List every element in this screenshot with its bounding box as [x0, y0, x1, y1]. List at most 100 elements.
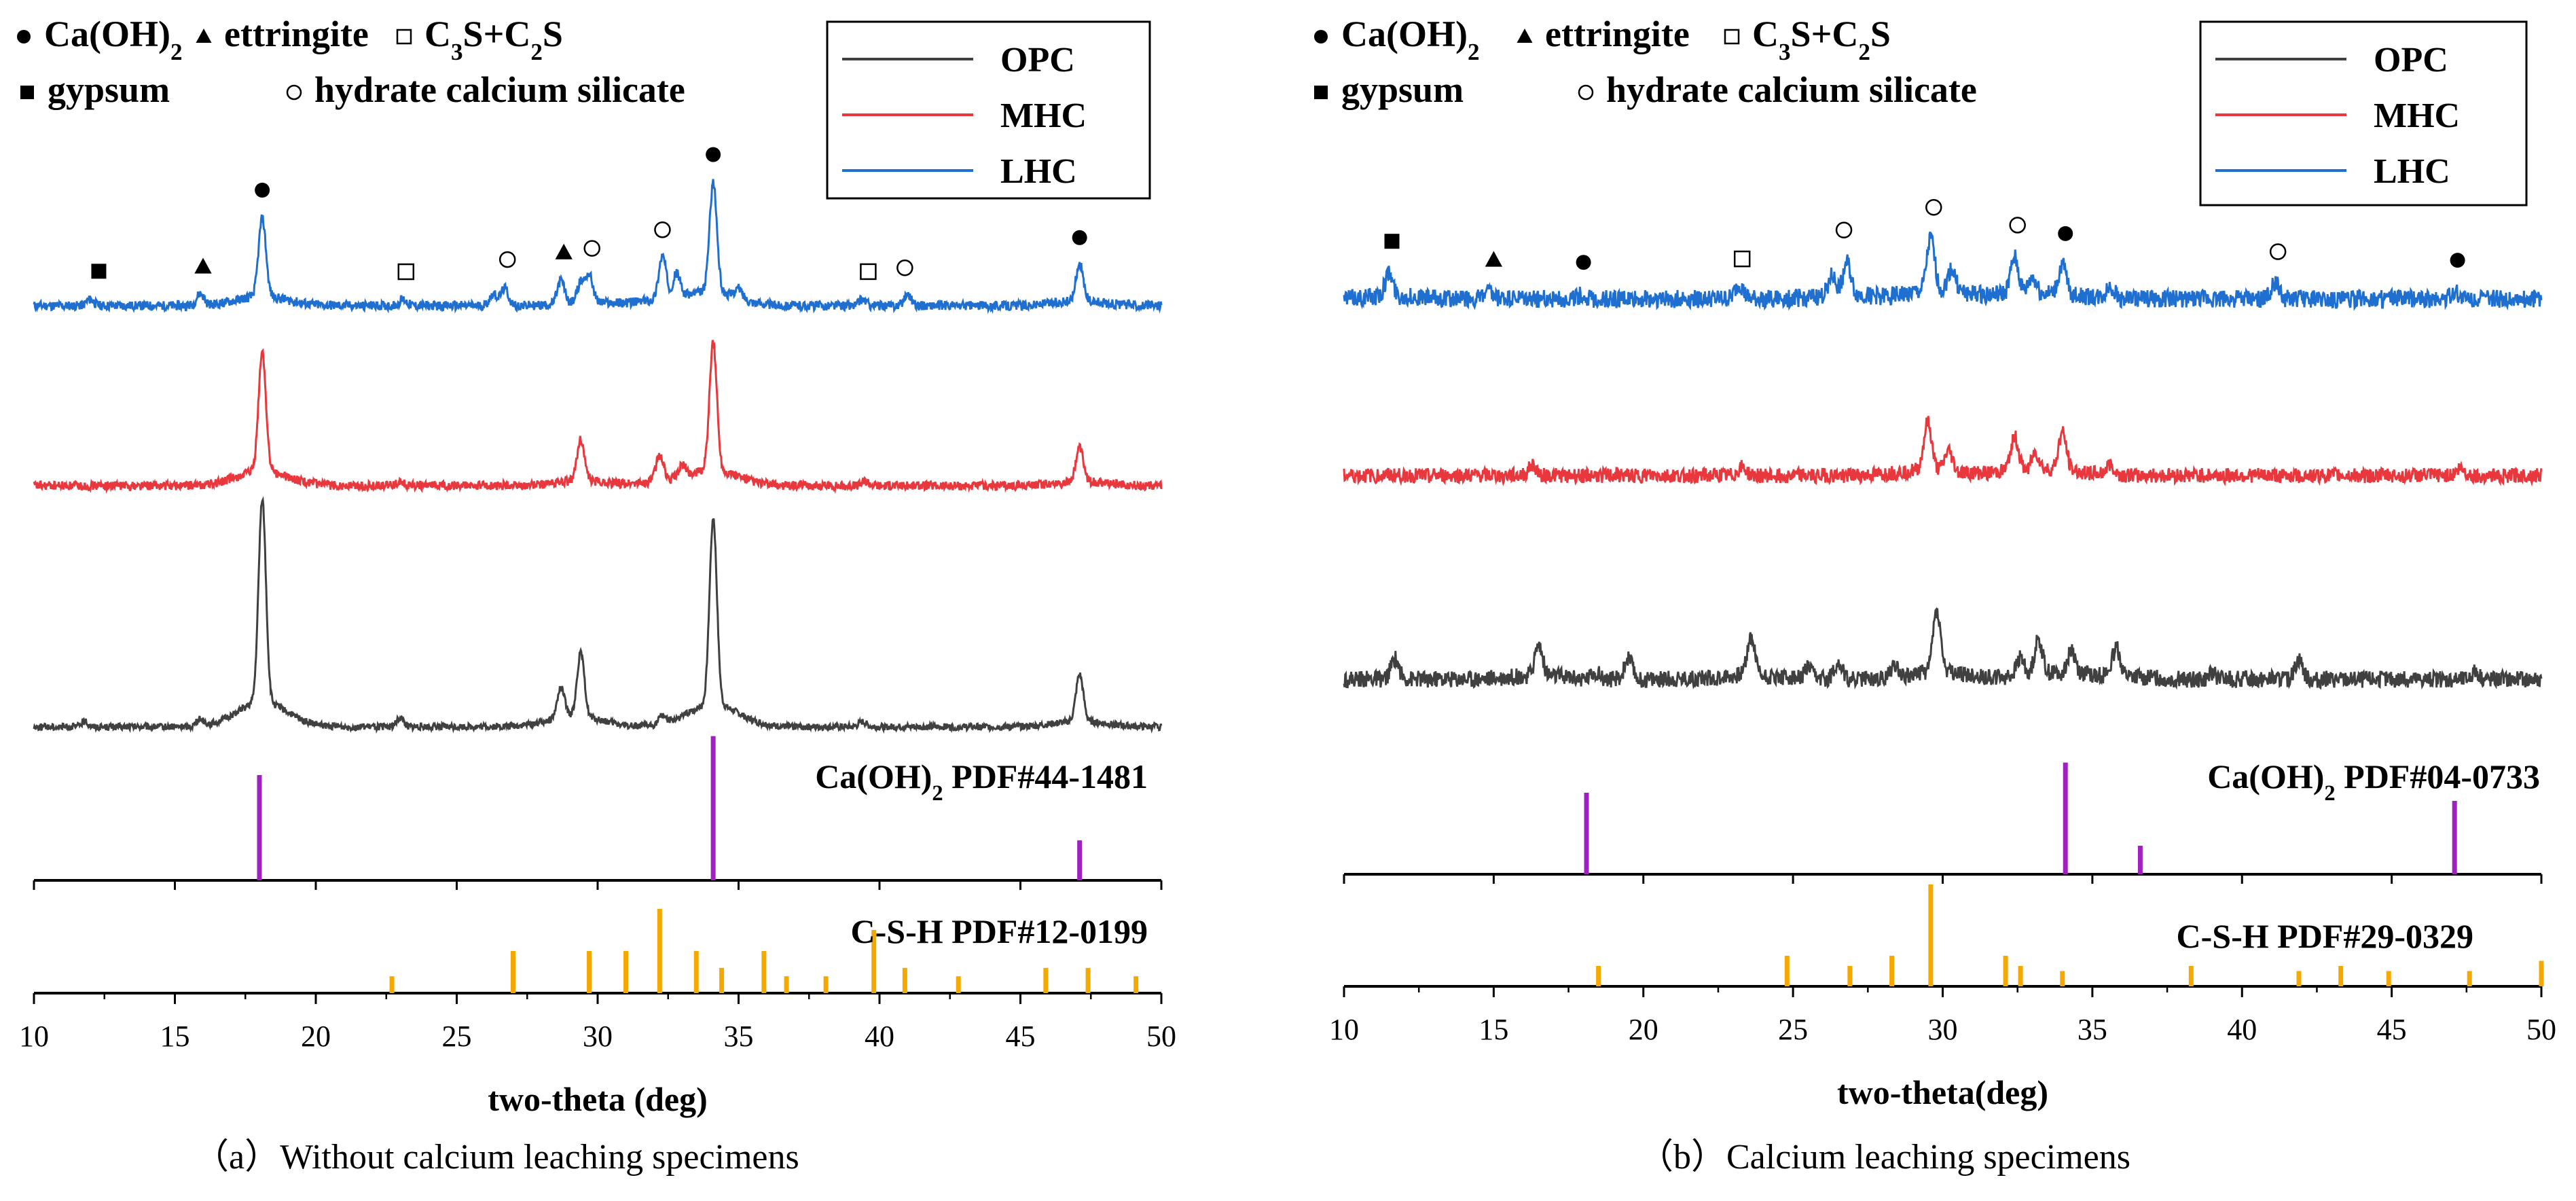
- a-cah-ref-label-part-2: PDF#44-1481: [943, 757, 1148, 795]
- figure-a-caption: （a）Without calcium leaching specimens: [194, 1138, 799, 1177]
- b-csh-ref-line-3: [1889, 956, 1895, 986]
- b-x-tick-label-45: 45: [2377, 1013, 2407, 1046]
- a-csh-ref-line-4: [657, 909, 662, 993]
- b-x-tick-label-25: 25: [1778, 1013, 1808, 1046]
- a-x-tick-label-40: 40: [865, 1020, 894, 1053]
- b-phase-legend-symbol-open-circle: [1578, 84, 1594, 101]
- b-phase-marker-8-open-circle: [2269, 243, 2287, 260]
- a-x-axis-label: two-theta (deg): [488, 1080, 708, 1118]
- a-phase-marker-1-filled-triangle: [194, 257, 212, 274]
- a-csh-ref-line-15: [1133, 976, 1139, 993]
- b-x-tick-label-20: 20: [1629, 1013, 1658, 1046]
- a-phase-marker-9-open-square: [860, 263, 877, 281]
- a-phase-legend-label-2-part-0: C: [424, 14, 451, 54]
- b-csh-ref-line-11: [2386, 971, 2391, 986]
- b-csh-ref-line-6: [2018, 966, 2023, 986]
- b-x-axis-label: two-theta(deg): [1837, 1073, 2048, 1111]
- a-csh-ref-line-5: [693, 951, 699, 993]
- a-phase-legend-symbol-filled-triangle: [196, 29, 212, 43]
- b-legend-label-lhc: LHC: [2374, 152, 2450, 191]
- a-legend-label-mhc: MHC: [1000, 96, 1087, 135]
- a-x-tick-label-10: 10: [19, 1020, 49, 1053]
- b-phase-legend-label-0-part-1: 2: [1468, 39, 1480, 65]
- a-phase-legend-label-0-part-1: 2: [170, 39, 183, 65]
- a-phase-legend-label-2: C3S+C2S: [424, 14, 563, 65]
- a-cah-ref-line-0: [257, 775, 262, 880]
- b-phase-marker-2-filled-circle: [1576, 255, 1591, 270]
- figure-b-caption: （b）Calcium leaching specimens: [1638, 1138, 2130, 1177]
- b-phase-legend-label-2-part-4: S: [1870, 14, 1891, 54]
- a-csh-ref-line-12: [956, 976, 961, 993]
- a-phase-legend-label-2-part-2: S+C: [463, 14, 531, 54]
- b-csh-ref-line-7: [2060, 971, 2065, 986]
- b-phase-legend-label-2-part-1: 3: [1779, 39, 1791, 65]
- a-phase-legend-label-2-part-1: 3: [451, 39, 463, 65]
- b-phase-legend-label-2-part-2: S+C: [1791, 14, 1859, 54]
- b-phase-legend-symbol-filled-triangle: [1517, 29, 1533, 43]
- a-phase-legend-label-3-part-0: gypsum: [48, 69, 170, 110]
- b-phase-marker-5-open-circle: [1925, 199, 1942, 216]
- a-phase-legend-label-4: hydrate calcium silicate: [314, 69, 685, 110]
- a-phase-legend-symbol-open-square: [396, 29, 412, 45]
- a-cah-ref-label-part-1: 2: [932, 781, 943, 806]
- b-x-tick-label-15: 15: [1479, 1013, 1508, 1046]
- b-phase-marker-0-filled-square: [1384, 234, 1400, 249]
- a-cah-ref-line-1: [710, 736, 716, 880]
- b-phase-legend-symbol-open-square: [1724, 29, 1740, 45]
- b-cah-ref-line-3: [2452, 801, 2457, 874]
- b-x-tick-label-30: 30: [1928, 1013, 1958, 1046]
- a-phase-marker-11-filled-circle: [1072, 230, 1087, 245]
- b-phase-legend-label-1: ettringite: [1545, 14, 1690, 54]
- a-phase-marker-6-open-circle: [583, 240, 600, 257]
- b-phase-marker-1-filled-triangle: [1485, 251, 1503, 267]
- b-phase-marker-3-open-square: [1733, 250, 1751, 268]
- a-x-tick-label-25: 25: [442, 1020, 472, 1053]
- a-phase-legend-symbol-open-circle: [286, 84, 302, 101]
- a-csh-ref-line-3: [623, 951, 628, 993]
- a-phase-marker-8-filled-circle: [706, 147, 721, 162]
- a-x-tick-label-20: 20: [301, 1020, 331, 1053]
- a-x-tick-label-50: 50: [1146, 1020, 1176, 1053]
- a-csh-ref-line-6: [719, 967, 725, 993]
- a-series-mhc-line: [33, 340, 1163, 495]
- b-series-opc-line: [1343, 607, 2543, 690]
- a-phase-legend-symbol-filled-circle: [17, 30, 31, 43]
- a-phase-marker-5-filled-triangle: [555, 243, 573, 259]
- a-series-opc-line: [33, 496, 1163, 734]
- b-phase-marker-6-open-circle: [2009, 217, 2026, 234]
- a-phase-legend-label-4-part-0: hydrate calcium silicate: [314, 69, 685, 110]
- b-csh-ref-label: C-S-H PDF#29-0329: [2177, 917, 2473, 955]
- b-csh-ref-line-9: [2296, 971, 2302, 986]
- b-phase-legend-label-3-part-0: gypsum: [1341, 69, 1464, 110]
- b-phase-legend-label-2-part-0: C: [1752, 14, 1779, 54]
- a-cah-ref-label-part-0: Ca(OH): [815, 757, 932, 795]
- b-phase-legend-label-0-part-0: Ca(OH): [1341, 14, 1468, 54]
- b-phase-legend-label-4-part-0: hydrate calcium silicate: [1606, 69, 1977, 110]
- b-csh-ref-line-12: [2467, 971, 2472, 986]
- b-csh-ref-line-0: [1596, 966, 1601, 986]
- a-phase-marker-2-filled-circle: [255, 182, 270, 198]
- a-phase-legend-label-0-part-0: Ca(OH): [44, 14, 170, 54]
- b-phase-legend-label-3: gypsum: [1341, 69, 1464, 110]
- a-phase-legend-label-1-part-0: ettringite: [224, 14, 369, 54]
- a-csh-ref-line-9: [823, 976, 829, 993]
- b-cah-ref-label: Ca(OH)2 PDF#04-0733: [2207, 757, 2540, 806]
- a-phase-marker-10-open-circle: [896, 259, 913, 276]
- a-series-lhc-line: [33, 179, 1163, 315]
- b-csh-ref-line-1: [1784, 956, 1790, 986]
- a-legend-box: [826, 20, 1151, 200]
- b-phase-legend-label-4: hydrate calcium silicate: [1606, 69, 1977, 110]
- a-csh-ref-line-10: [871, 930, 877, 993]
- a-phase-marker-4-open-circle: [498, 251, 516, 268]
- b-phase-legend-symbol-filled-circle: [1314, 30, 1328, 43]
- a-phase-legend-label-0: Ca(OH)2: [44, 14, 183, 65]
- a-phase-marker-7-open-circle: [654, 221, 671, 238]
- a-phase-legend-symbol-filled-square: [20, 86, 34, 99]
- a-csh-ref-line-1: [511, 951, 515, 993]
- a-x-tick-label-15: 15: [160, 1020, 190, 1053]
- b-csh-ref-line-5: [2003, 956, 2008, 986]
- b-cah-ref-label-part-1: 2: [2324, 781, 2335, 806]
- b-cah-ref-line-2: [2137, 846, 2143, 874]
- b-phase-marker-7-filled-circle: [2058, 226, 2073, 241]
- a-legend-label-opc: OPC: [1000, 41, 1075, 79]
